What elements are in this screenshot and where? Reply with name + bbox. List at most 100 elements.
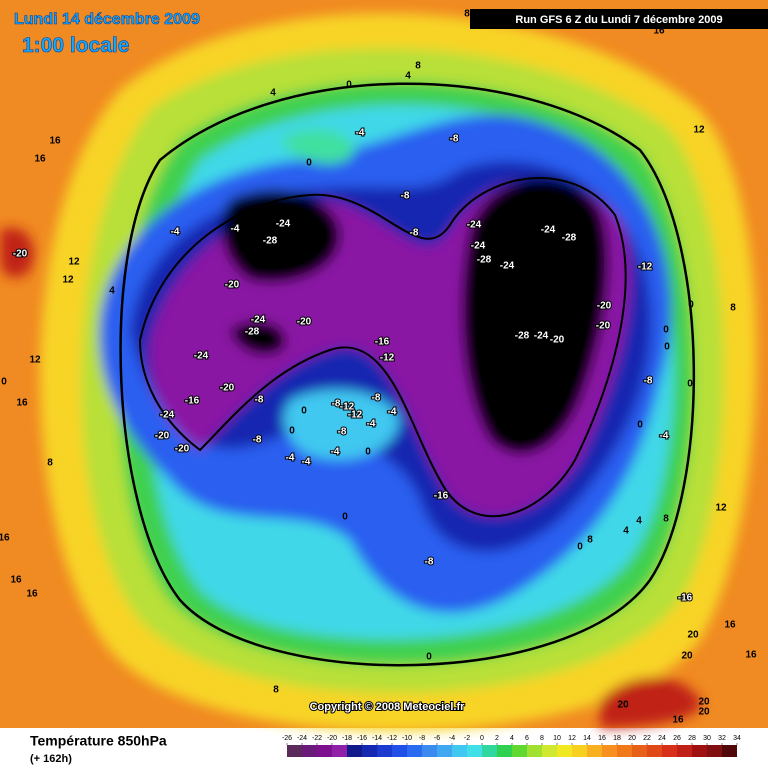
contour-label: -20 [155,431,170,442]
contour-label: 20 [617,700,629,711]
temperature-field [0,13,757,732]
contour-label: -16 [678,593,693,604]
contour-label: -28 [477,255,492,266]
contour-label: 0 [306,158,312,169]
contour-label: 0 [1,377,7,388]
field-label: Température 850hPa [30,733,167,749]
colorbar-tick-label: 34 [733,735,741,742]
colorbar-swatch [407,745,422,757]
contour-label: -28 [562,233,577,244]
contour-label: 16 [16,398,28,409]
contour-label: -12 [340,402,355,413]
contour-label: 4 [623,526,629,537]
contour-label: -24 [541,225,556,236]
colorbar-tick-label: 26 [673,735,681,742]
contour-label: -20 [597,301,612,312]
colorbar-swatch [377,745,392,757]
contour-label: 0 [687,379,693,390]
contour-label: -8 [255,395,264,406]
colorbar-swatch [722,745,737,757]
colorbar-swatch [437,745,452,757]
contour-label: 0 [346,80,352,91]
contour-label: 20 [698,707,710,718]
contour-label: 20 [687,630,699,641]
zero-isotherm [119,82,695,667]
contour-label: -8 [401,191,410,202]
colorbar-tick-label: 6 [525,735,529,742]
contour-label: 8 [663,514,669,525]
colorbar-swatch [542,745,557,757]
colorbar-tick-label: 2 [495,735,499,742]
colorbar-swatch [452,745,467,757]
contour-label: -24 [251,315,266,326]
colorbar-tick-label: -16 [357,735,367,742]
contour-label: 16 [745,650,757,661]
colorbar-tick-label: 8 [540,735,544,742]
colorbar-tick-label: 20 [628,735,636,742]
contour-label: -12 [380,353,395,364]
contour-label: -20 [297,317,312,328]
contour-label: -28 [263,236,278,247]
colorbar-tick-label: -6 [434,735,440,742]
contour-label: -4 [367,419,376,430]
contour-label: 16 [653,26,665,37]
colorbar-tick-label: -14 [372,735,382,742]
contour-label: 12 [29,355,41,366]
contour-label: 16 [0,533,10,544]
contour-label: 0 [342,512,348,523]
contour-label: -8 [450,134,459,145]
contour-label: -4 [388,407,397,418]
contour-label: 8 [464,9,470,20]
run-box [470,9,768,29]
contour-label: -8 [372,393,381,404]
contour-label: 8 [587,535,593,546]
colorbar-tick-label: 10 [553,735,561,742]
colorbar-swatch [557,745,572,757]
colorbar-swatch [347,745,362,757]
colorbar-tick-label: -2 [464,735,470,742]
colorbar-swatch [662,745,677,757]
contour-label: 16 [10,575,22,586]
colorbar-swatch [617,745,632,757]
contour-label: -4 [331,447,340,458]
colorbar-tick-label: -20 [327,735,337,742]
contour-label: -8 [410,228,419,239]
colorbar-swatch [677,745,692,757]
contour-label: 20 [698,697,710,708]
colorbar-swatch [332,745,347,757]
colorbar-swatch [392,745,407,757]
contour-label: -16 [185,396,200,407]
contour-label: -20 [13,249,28,260]
contour-label: -20 [596,321,611,332]
colorbar-tick-label: -4 [449,735,455,742]
colorbar-tick-label: 0 [480,735,484,742]
colorbar: -26 -24 -22 -20 -18 -16 -14 -12 -10 -8 -6 -4 -2 0 2 4 6 8… [282,735,741,757]
colorbar-swatch [302,745,317,757]
map-time: 1:00 locale [22,34,129,57]
contour-label: -4 [171,227,180,238]
contour-label: 16 [49,136,61,147]
contour-label: -24 [276,219,291,230]
colorbar-swatch [572,745,587,757]
contour-label: 16 [34,154,46,165]
contour-label: -4 [302,457,311,468]
colorbar-swatch [692,745,707,757]
colorbar-swatch [482,745,497,757]
colorbar-swatch [287,745,302,757]
colorbar-swatch [362,745,377,757]
map-date: Lundi 14 décembre 2009 [14,11,200,28]
contour-label: 4 [636,516,642,527]
contour-label: 12 [693,125,705,136]
contour-label: -8 [332,399,341,410]
colorbar-tick-label: -12 [387,735,397,742]
colorbar-tick-label: -10 [402,735,412,742]
colorbar-swatch [707,745,722,757]
colorbar-tick-label: 32 [718,735,726,742]
contour-label: -8 [644,376,653,387]
contour-label: 16 [26,589,38,600]
colorbar-tick-label: 22 [643,735,651,742]
colorbar-tick-label: -8 [419,735,425,742]
contour-label: -20 [175,444,190,455]
contour-label: 16 [724,620,736,631]
